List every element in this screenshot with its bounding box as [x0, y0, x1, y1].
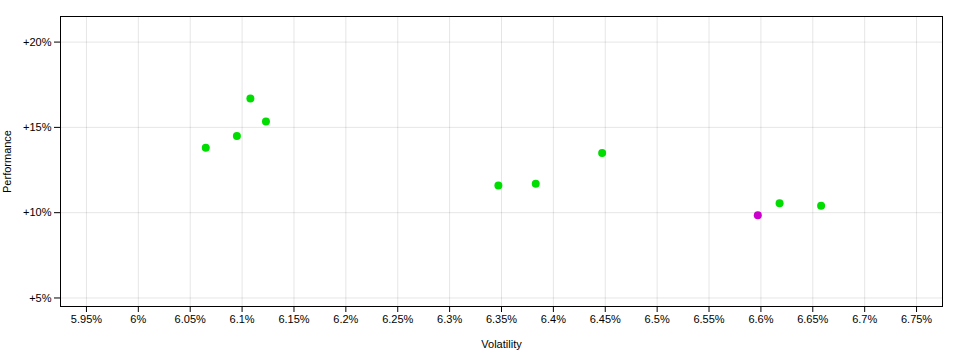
svg-text:6.1%: 6.1% — [230, 313, 255, 325]
svg-text:+20%: +20% — [23, 36, 52, 48]
svg-text:Performance: Performance — [1, 130, 13, 193]
svg-text:5.95%: 5.95% — [71, 313, 102, 325]
svg-text:6.45%: 6.45% — [590, 313, 621, 325]
svg-text:6.55%: 6.55% — [693, 313, 724, 325]
svg-text:+15%: +15% — [23, 121, 52, 133]
svg-text:6.65%: 6.65% — [797, 313, 828, 325]
svg-text:6.2%: 6.2% — [333, 313, 358, 325]
svg-text:+10%: +10% — [23, 206, 52, 218]
svg-text:6.5%: 6.5% — [645, 313, 670, 325]
svg-text:6.25%: 6.25% — [382, 313, 413, 325]
svg-text:6.35%: 6.35% — [486, 313, 517, 325]
svg-text:6.05%: 6.05% — [175, 313, 206, 325]
svg-text:6.6%: 6.6% — [748, 313, 773, 325]
svg-text:6%: 6% — [130, 313, 146, 325]
svg-text:6.7%: 6.7% — [852, 313, 877, 325]
svg-text:+5%: +5% — [29, 291, 52, 303]
svg-text:6.15%: 6.15% — [278, 313, 309, 325]
svg-text:6.4%: 6.4% — [541, 313, 566, 325]
svg-text:Volatility: Volatility — [481, 338, 522, 350]
svg-text:6.75%: 6.75% — [901, 313, 932, 325]
svg-text:6.3%: 6.3% — [437, 313, 462, 325]
